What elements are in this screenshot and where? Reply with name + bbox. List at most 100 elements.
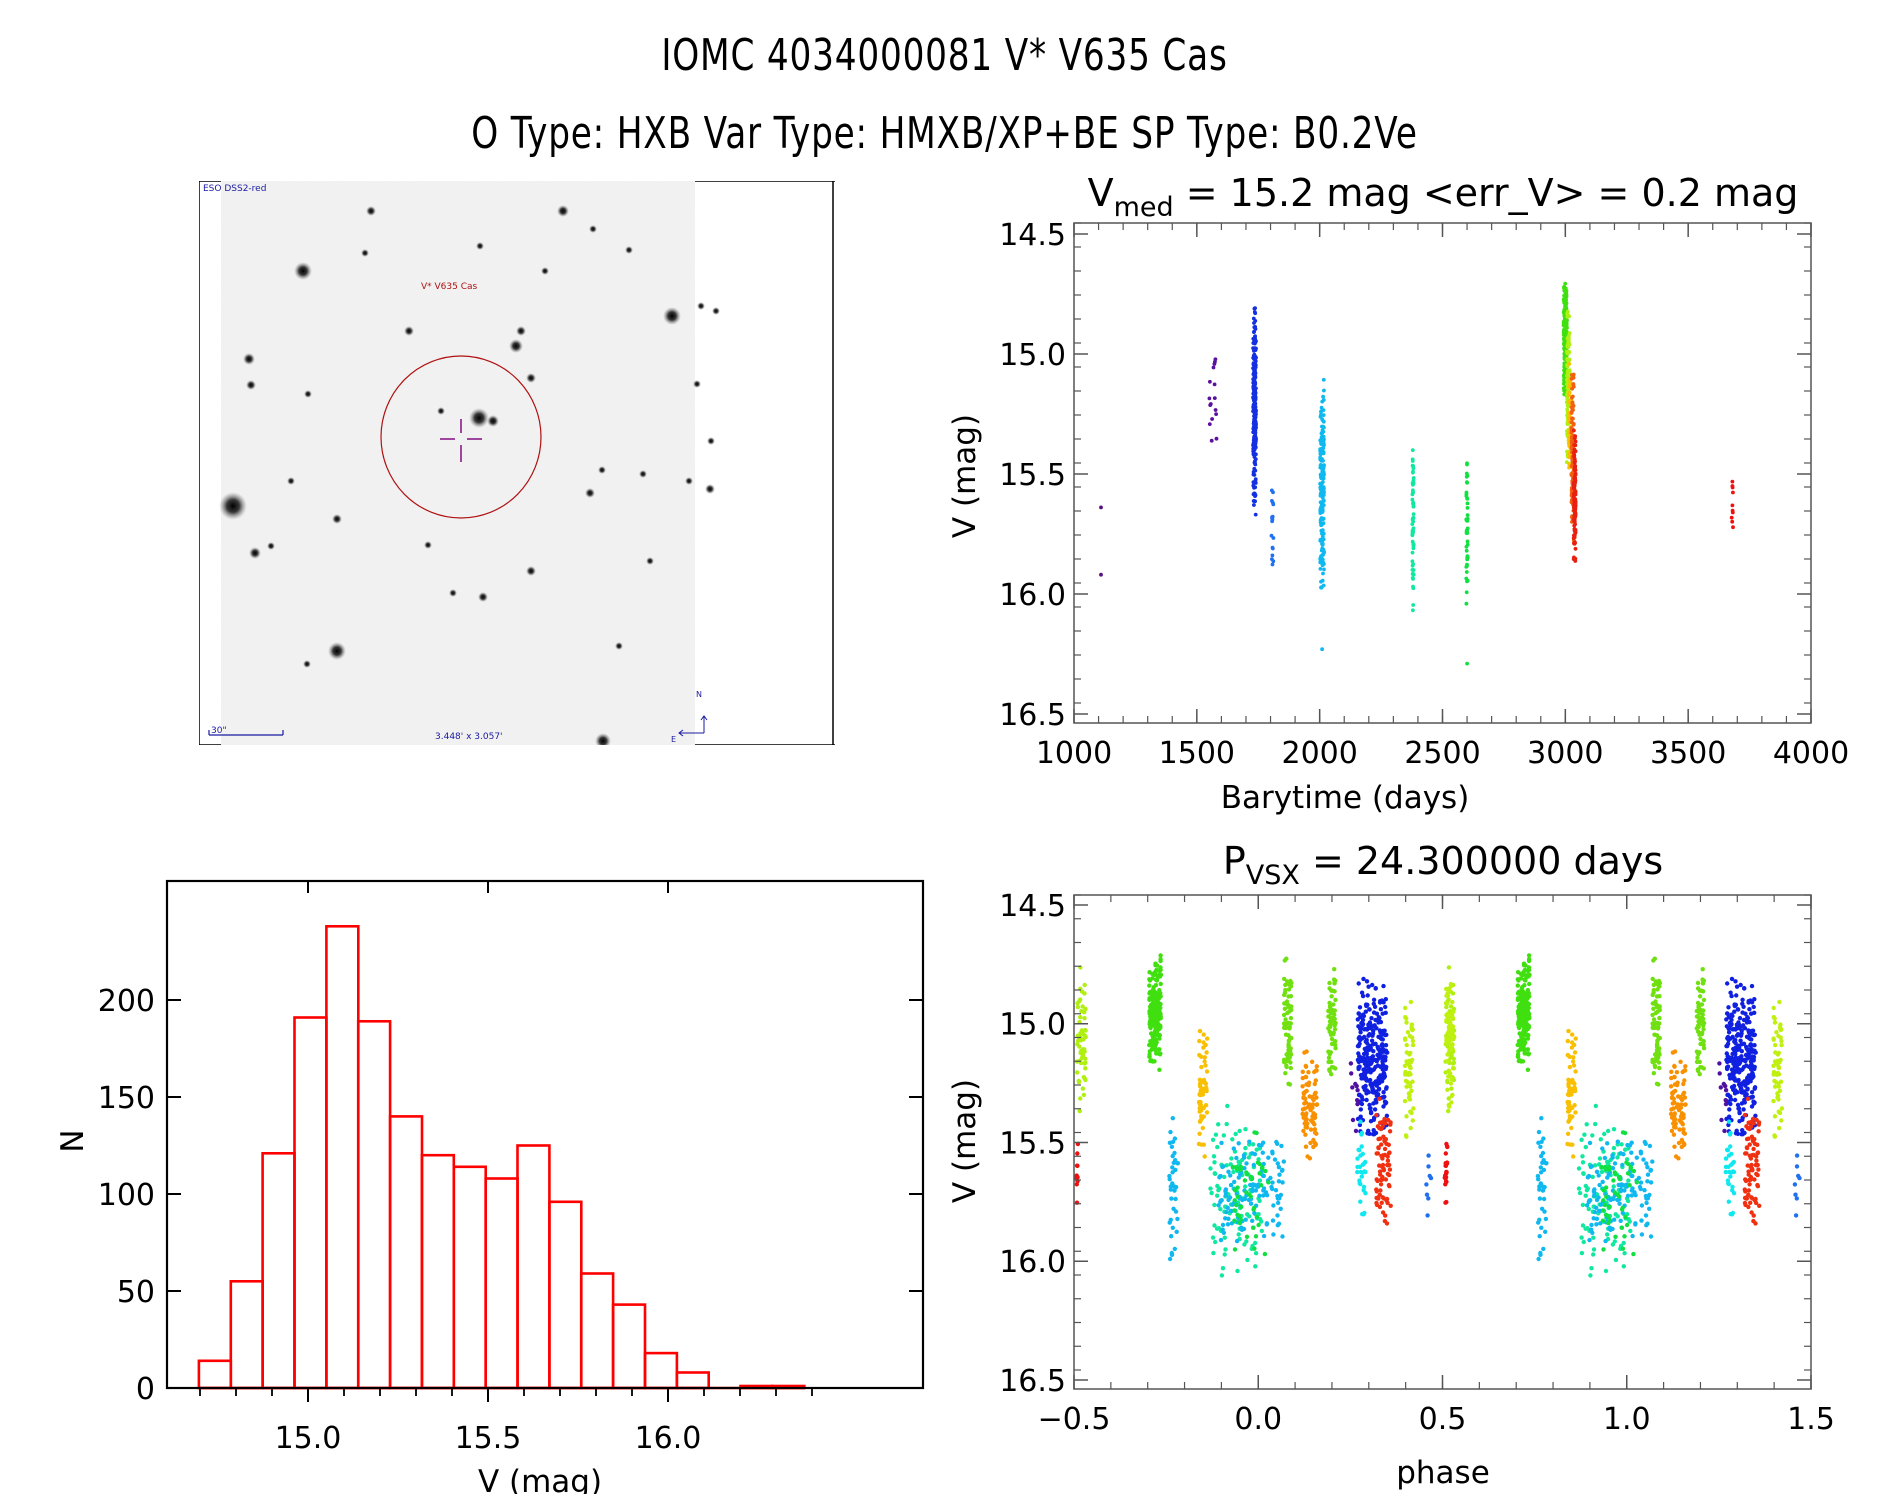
phased-point [1366,1078,1371,1083]
lightcurve-point [1570,498,1575,503]
phased-point [1742,1079,1747,1084]
phased-point [1520,989,1526,994]
phased-point [1729,976,1735,982]
phased-point [1150,1018,1155,1023]
phased-point [1643,1141,1648,1147]
lightcurve-point [1567,384,1572,389]
phased-point [1377,1079,1383,1084]
lightcurve-point [1566,337,1570,342]
lightcurve-point [1564,293,1568,297]
phased-point [1526,953,1532,958]
lightcurve-point [1318,538,1323,543]
phased-point [1202,1154,1207,1159]
phased-point [1153,997,1158,1002]
phased-point [1739,1090,1744,1095]
phased-point [1375,1151,1381,1156]
lightcurve-point [1572,497,1577,502]
phased-point [1263,1168,1268,1174]
phased-point [1584,1122,1589,1127]
phased-point [1156,1017,1161,1022]
phased-point [1301,1128,1306,1134]
phased-point [1373,1041,1378,1047]
phased-point [1150,1009,1155,1014]
phased-point [1567,1142,1573,1147]
lightcurve-point [1320,543,1325,547]
phased-point [1244,1234,1250,1240]
phased-point [1384,1221,1390,1226]
lightcurve-point [1561,330,1566,335]
phased-point [1381,1070,1387,1076]
lightcurve-point [1252,369,1257,374]
phased-point [1332,1016,1337,1022]
lightcurve-point [1253,381,1258,386]
phased-point [1384,1050,1389,1055]
phased-point [1594,1216,1600,1222]
phased-point [1524,1021,1530,1027]
phased-point [1154,1032,1159,1038]
phased-point [1539,1139,1544,1145]
lightcurve-point [1320,459,1324,463]
lightcurve-point [1571,493,1576,497]
phased-point [1371,1057,1377,1063]
phased-point [1736,1106,1742,1111]
lightcurve-point [1568,444,1573,449]
phased-point [1170,1153,1175,1159]
phased-point [1078,1031,1083,1036]
phased-point [1286,1081,1291,1087]
phased-point [1311,1144,1316,1150]
phased-point [1249,1246,1255,1252]
lightcurve-point [1252,443,1256,448]
lightcurve-point [1251,492,1256,497]
star [685,477,693,485]
phased-point [1288,1060,1293,1065]
phased-point [1657,1007,1663,1013]
lightcurve-point [1573,439,1578,444]
lightcurve-point [1320,501,1325,505]
phased-point [1240,1157,1245,1163]
lightcurve-point [1562,351,1567,356]
lightcurve-point [1253,404,1258,409]
phased-point [1147,983,1152,988]
phased-point [1308,1140,1313,1146]
phased-point [1672,1113,1677,1118]
lightcurve-point [1318,560,1323,565]
phased-point [1158,1023,1163,1028]
phased-point [1332,981,1337,986]
phased-point [1669,1095,1675,1101]
lightcurve-point [1566,403,1571,408]
phased-point [1156,1000,1161,1005]
phased-point [1629,1150,1634,1155]
phased-point [1731,1084,1736,1089]
lightcurve-point [1572,493,1576,498]
phased-point [1449,1047,1454,1052]
lightcurve-point [1565,318,1569,322]
compass-icon [678,715,708,737]
phased-point [1590,1133,1595,1138]
phased-point [1328,1032,1334,1037]
phased-point [1328,1011,1334,1016]
phased-point [1284,1064,1289,1070]
lightcurve-point [1320,561,1325,566]
lightcurve-point [1411,501,1415,506]
lightcurve-point [1565,396,1570,401]
lightcurve-point [1567,410,1572,415]
phased-point [1244,1170,1249,1175]
phased-point [1727,1132,1733,1137]
phased-point [1778,1027,1784,1033]
phased-point [1147,1009,1152,1014]
phased-point [1357,1064,1362,1070]
lightcurve-point [1567,443,1572,448]
lightcurve-point [1572,476,1577,481]
lightcurve-point [1252,388,1256,393]
phased-point [1516,1018,1522,1023]
phased-point [1748,1156,1754,1161]
lightcurve-point [1321,517,1325,521]
lightcurve-point [1563,297,1568,302]
phased-point [1750,1168,1755,1173]
lightcurve-point [1320,508,1325,513]
phased-point [1330,1041,1336,1047]
phased-point [1288,1065,1294,1071]
lightcurve-point [1573,498,1578,502]
phased-point [1751,1152,1756,1158]
lightcurve-point [1465,555,1470,560]
